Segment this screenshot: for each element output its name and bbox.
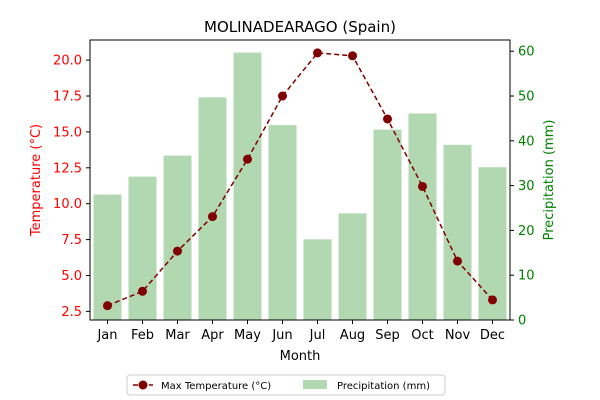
temperature-line-path [107, 52, 494, 307]
right-tick-label: 50 [518, 90, 535, 105]
x-tick-label: Jun [271, 328, 292, 343]
right-tick-label: 40 [518, 134, 535, 149]
right-tick-label: 60 [518, 45, 535, 60]
x-tick-label: May [234, 328, 261, 343]
precipitation-bars [93, 52, 507, 321]
precipitation-bar-jul [303, 239, 332, 320]
left-tick-label: 2.5 [61, 305, 82, 320]
chart-title: MOLINADEARAGO (Spain) [204, 18, 396, 36]
x-tick-label: Jul [309, 328, 326, 343]
temperature-point-sep [383, 114, 392, 124]
right-tick-label: 20 [518, 224, 535, 239]
temperature-point-oct [418, 181, 427, 191]
x-tick-label: Mar [165, 328, 190, 343]
right-tick-label: 30 [518, 179, 535, 194]
x-tick-label: Apr [201, 328, 224, 343]
precipitation-bar-may [233, 52, 262, 320]
left-tick-label: 12.5 [53, 161, 82, 176]
x-tick-label: Feb [131, 328, 154, 343]
precipitation-bar-apr [198, 97, 227, 321]
temperature-point-jun [278, 91, 287, 101]
precipitation-bar-nov [443, 144, 472, 320]
x-tick-label: Oct [411, 328, 433, 343]
left-axis-title: Temperature (°C) [29, 124, 44, 237]
x-axis-title: Month [280, 349, 321, 364]
x-tick-label: Dec [480, 328, 505, 343]
x-tick-label: Nov [445, 328, 471, 343]
left-tick-label: 7.5 [61, 233, 82, 248]
right-axis-title: Precipitation (mm) [542, 120, 557, 241]
temperature-point-apr [208, 212, 217, 222]
temperature-point-jul [313, 48, 322, 58]
legend: Max Temperature (°C) Precipitation (mm) [126, 374, 446, 396]
temperature-line [103, 48, 497, 311]
precipitation-bar-jan [93, 194, 122, 320]
temperature-point-aug [348, 51, 357, 61]
precipitation-bar-mar [163, 155, 192, 320]
x-tick-label: Jan [96, 328, 117, 343]
x-tick-label: Aug [340, 328, 365, 343]
legend-bar-swatch [303, 380, 327, 389]
temperature-point-mar [173, 246, 182, 256]
right-tick-label: 0 [518, 314, 526, 329]
right-tick-label: 10 [518, 269, 535, 284]
legend-label-temperature: Max Temperature (°C) [161, 381, 271, 392]
precipitation-bar-oct [408, 113, 437, 320]
left-tick-label: 10.0 [53, 197, 82, 212]
precipitation-bar-dec [478, 167, 507, 320]
precipitation-bar-sep [373, 129, 402, 320]
plot-frame [89, 39, 511, 321]
x-tick-label: Sep [375, 328, 400, 343]
legend-label-precipitation: Precipitation (mm) [337, 381, 430, 392]
left-tick-label: 15.0 [53, 125, 82, 140]
left-tick-label: 5.0 [61, 269, 82, 284]
precipitation-bar-aug [338, 213, 367, 320]
temperature-point-feb [138, 286, 147, 296]
legend-marker-swatch [138, 380, 148, 390]
temperature-point-dec [488, 295, 497, 305]
precipitation-bar-jun [268, 125, 297, 321]
left-tick-label: 20.0 [53, 54, 82, 69]
temperature-point-may [243, 154, 252, 164]
legend-box [126, 374, 446, 396]
left-axis: 2.5 5.0 7.5 10.0 12.5 15.0 17.5 20.0 [53, 54, 90, 320]
x-axis: Jan Feb Mar Apr May Jun Jul Aug Sep Oct Nov Dec [96, 320, 505, 343]
left-tick-label: 17.5 [53, 90, 82, 105]
temperature-point-jan [103, 301, 112, 311]
right-axis: 0 10 20 30 40 50 60 [510, 45, 535, 329]
precipitation-bar-feb [128, 176, 157, 320]
temperature-point-nov [453, 256, 462, 266]
